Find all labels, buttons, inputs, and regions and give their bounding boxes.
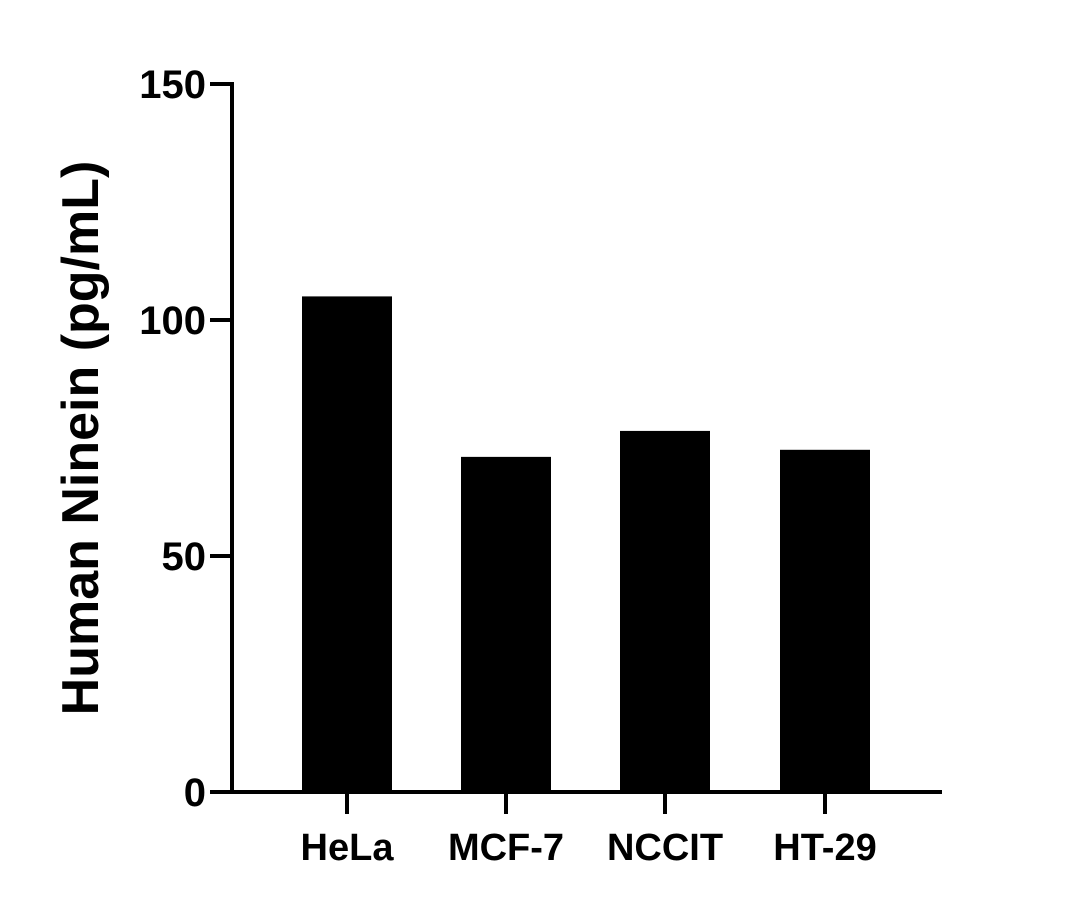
x-ticks-group: HeLa MCF-7 NCCIT HT-29 <box>301 792 877 869</box>
bar-mcf-7 <box>461 456 551 792</box>
y-tick-label-50: 50 <box>162 535 207 579</box>
y-tick-label-100: 100 <box>139 299 206 343</box>
bar-ht-29 <box>780 449 870 792</box>
bar-hela <box>302 296 392 792</box>
y-tick-label-150: 150 <box>139 63 206 107</box>
y-axis-title: Human Ninein (pg/mL) <box>52 161 110 716</box>
bar-nccit <box>620 430 710 792</box>
x-tick-label-nccit: NCCIT <box>607 827 723 869</box>
y-ticks-group: 0 50 100 150 <box>139 63 232 815</box>
x-tick-label-ht-29: HT-29 <box>773 827 876 869</box>
x-tick-label-mcf-7: MCF-7 <box>448 827 564 869</box>
y-tick-label-0: 0 <box>184 771 206 815</box>
x-tick-label-hela: HeLa <box>301 827 395 869</box>
bars-group <box>302 296 870 792</box>
